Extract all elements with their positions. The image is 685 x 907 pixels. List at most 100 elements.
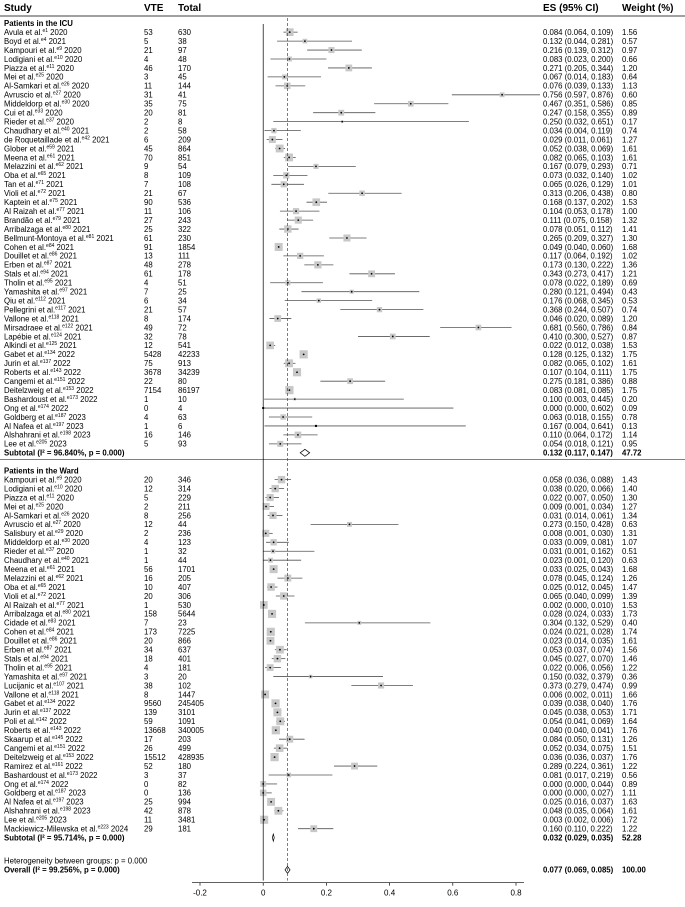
header-weight: Weight (%) [622,3,673,14]
total-count: 1854 [178,243,196,252]
point-estimate [287,774,290,776]
total-count: 108 [178,180,191,189]
point-estimate [315,201,318,204]
point-estimate [271,613,273,615]
point-estimate [309,675,312,678]
weight-text: 1.27 [622,502,637,511]
point-estimate [278,747,281,750]
study-label: Alkindi et al.e125 2021 [4,341,77,350]
weight-text: 1.30 [622,493,638,502]
point-estimate [273,756,276,758]
weight-text: 0.74 [622,126,638,135]
weight-text: 0.40 [622,619,638,628]
study-label: Piazza et al.e11 2020 [4,493,75,502]
study-label: Poli et al.e142 2022 [4,717,67,726]
weight-text: 1.36 [622,261,637,270]
header-vte: VTE [144,3,164,14]
weight-text: 0.17 [622,117,637,126]
vte-count: 11 [144,82,152,91]
es-ci-text: 0.373 (0.279, 0.474) [543,681,614,690]
es-ci-text: 0.052 (0.034, 0.075) [543,744,614,753]
total-count: 181 [178,663,191,672]
point-estimate [296,371,298,374]
weight-text: 0.60 [622,91,638,100]
weight-text: 1.27 [622,135,637,144]
es-ci-text: 0.756 (0.597, 0.876) [543,91,614,100]
es-ci-text: 0.046 (0.020, 0.089) [543,314,614,323]
weight-text: 1.53 [622,601,637,610]
es-ci-text: 0.247 (0.158, 0.355) [543,109,614,118]
point-estimate [265,505,267,508]
study-label: Cidade et al.e83 2021 [4,619,76,628]
total-count: 81 [178,109,187,118]
weight-text: 0.87 [622,332,637,341]
vte-count: 90 [144,198,153,207]
es-ci-text: 0.107 (0.104, 0.111) [543,368,612,377]
vte-count: 12 [144,484,153,493]
weight-text: 1.61 [622,144,637,153]
es-ci-text: 0.006 (0.002, 0.011) [543,690,613,699]
overall-weight: 100.00 [622,866,647,875]
study-label: Meena et al.e61 2021 [4,153,75,162]
subtotal-label: Subtotal (I² = 96.840%, p = 0.000) [4,449,125,458]
study-label: Lapébie et al.e124 2021 [4,332,81,341]
point-estimate [282,183,285,186]
weight-text: 1.32 [622,216,637,225]
total-count: 4 [178,404,183,413]
total-count: 3101 [178,708,195,717]
es-ci-text: 0.076 (0.039, 0.133) [543,82,614,91]
es-ci-text: 0.040 (0.040, 0.041) [543,726,614,735]
study-label: Vallone et al.e118 2021 [4,314,79,323]
weight-text: 1.75 [622,350,638,359]
point-estimate [271,138,274,141]
vte-count: 53 [144,28,153,37]
es-ci-text: 0.039 (0.038, 0.040) [543,699,614,708]
vte-count: 5 [144,37,149,46]
point-estimate [297,434,299,436]
total-count: 174 [178,314,192,323]
group-title: Patients in the Ward [4,467,79,476]
group-title: Patients in the ICU [4,19,73,28]
total-count: 42233 [178,350,200,359]
point-estimate [501,93,503,96]
point-estimate [340,111,343,114]
x-tick-label: 0.6 [447,889,459,898]
total-count: 236 [178,529,191,538]
study-label: Jurin et al.e137 2022 [4,708,71,717]
vte-count: 45 [144,144,153,153]
weight-text: 1.13 [622,82,637,91]
vte-count: 2 [144,126,148,135]
vte-count: 61 [144,234,153,243]
total-count: 48 [178,55,187,64]
point-estimate [349,380,351,383]
total-count: 180 [178,762,192,771]
total-count: 109 [178,171,191,180]
point-estimate [477,326,480,329]
es-ci-text: 0.167 (0.004, 0.641) [543,422,614,431]
x-tick-label: 0.8 [510,889,522,898]
point-estimate [347,67,350,69]
vte-count: 5428 [144,350,161,359]
point-estimate [314,424,318,428]
point-estimate [316,263,319,266]
point-estimate [299,255,302,257]
weight-text: 1.68 [622,243,637,252]
study-label: Salisbury et al.e29 2020 [4,529,84,538]
vte-count: 139 [144,708,157,717]
total-count: 340005 [178,726,205,735]
weight-text: 1.41 [622,225,637,234]
vte-count: 42 [144,807,153,816]
total-count: 80 [178,377,187,386]
total-count: 51 [178,279,187,288]
es-ci-text: 0.049 (0.040, 0.060) [543,243,614,252]
weight-text: 1.76 [622,699,637,708]
total-count: 102 [178,681,191,690]
weight-text: 1.61 [622,637,637,646]
es-ci-text: 0.073 (0.032, 0.140) [543,171,614,180]
weight-text: 0.36 [622,672,637,681]
es-ci-text: 0.467 (0.351, 0.586) [543,100,614,109]
es-ci-text: 0.063 (0.018, 0.155) [543,413,614,422]
subtotal-label: Subtotal (I² = 95.714%, p = 0.000) [4,833,125,842]
vte-count: 3678 [144,368,161,377]
es-ci-text: 0.280 (0.121, 0.494) [543,288,614,297]
